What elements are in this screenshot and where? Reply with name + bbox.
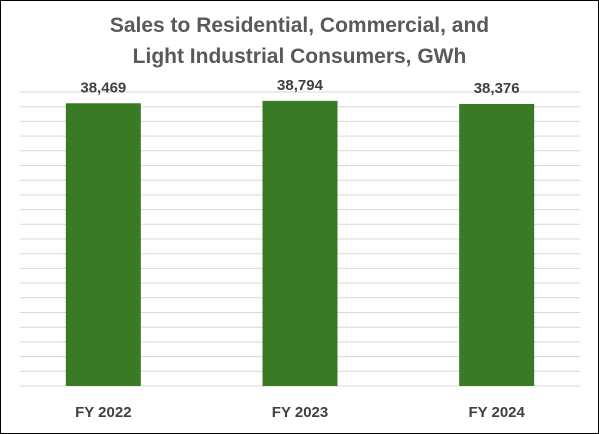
category-label: FY 2022 xyxy=(75,404,131,421)
bars xyxy=(65,100,535,386)
category-label: FY 2024 xyxy=(468,404,525,421)
chart-title: Sales to Residential, Commercial, and Li… xyxy=(0,10,599,72)
bar-fy-2023 xyxy=(262,100,338,386)
category-labels: FY 2022 FY 2023 FY 2024 xyxy=(75,404,525,421)
data-labels: 38,469 38,794 38,376 xyxy=(80,77,519,97)
bar-fy-2022 xyxy=(65,103,141,386)
data-label: 38,794 xyxy=(277,77,324,94)
category-label: FY 2023 xyxy=(272,404,328,421)
chart-title-line-1: Sales to Residential, Commercial, and xyxy=(109,14,490,37)
data-label: 38,469 xyxy=(80,79,126,96)
data-label: 38,376 xyxy=(474,80,520,97)
chart-title-line-2: Light Industrial Consumers, GWh xyxy=(132,45,467,68)
bar-fy-2024 xyxy=(459,103,535,386)
